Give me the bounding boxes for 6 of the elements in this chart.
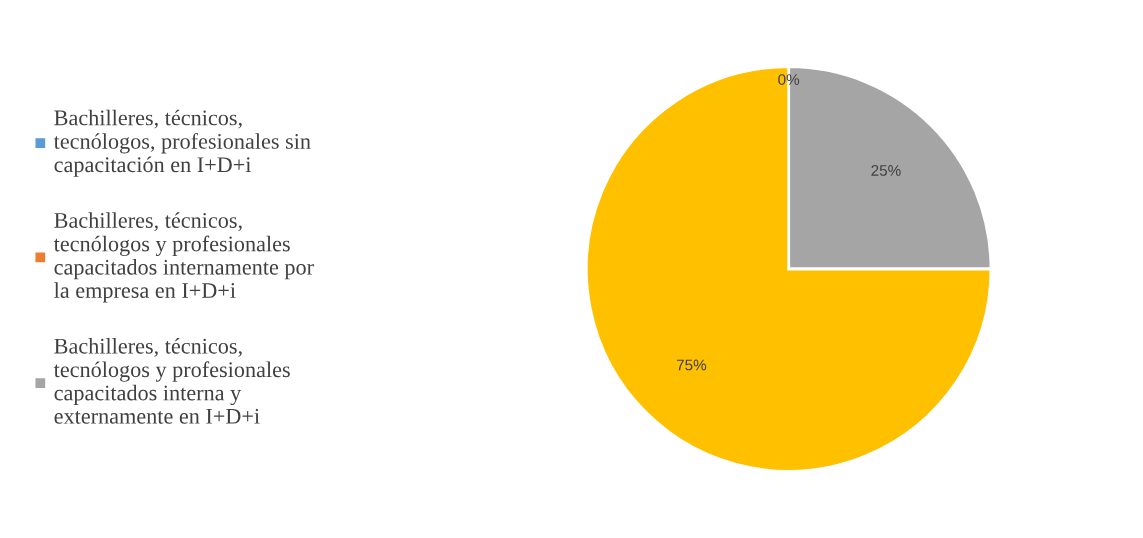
legend-label: Bachilleres, técnicos, tecnólogos y profesionales capacitados interna y externamente en I+D+i	[53, 337, 290, 424]
data-label: 25%	[871, 165, 901, 176]
legend-label: Bachilleres, técnicos, tecnólogos y profesionales capacitados internamente por la empresa en I+D+i	[53, 212, 314, 303]
pie-slice	[584, 65, 993, 473]
legend-label: Bachilleres, técnicos, tecnólogos, profesionales sin capacitación en I+D+i	[53, 109, 311, 177]
data-label: 75%	[676, 359, 707, 371]
